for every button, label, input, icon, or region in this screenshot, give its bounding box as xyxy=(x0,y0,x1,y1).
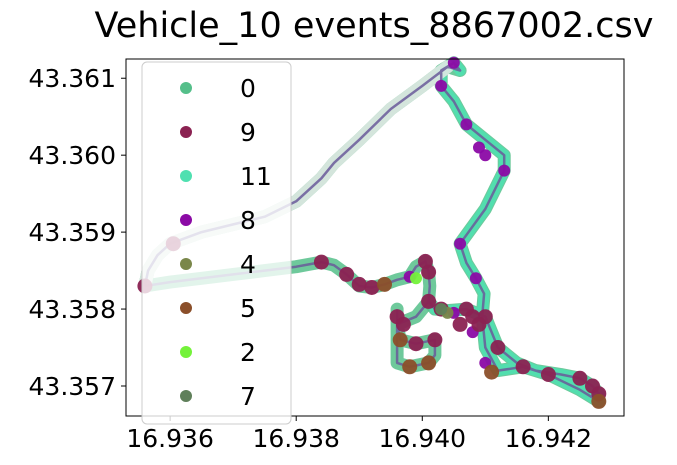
x-tick-label: 16.940 xyxy=(379,424,466,453)
event-point-series-9 xyxy=(453,317,468,332)
event-point-series-8 xyxy=(470,272,482,284)
event-point-series-9 xyxy=(314,255,329,270)
y-axis: 43.357 43.358 43.359 43.360 43.361 xyxy=(29,64,126,401)
legend-marker-7 xyxy=(180,390,192,402)
event-point-series-8 xyxy=(460,118,472,130)
event-point-series-8 xyxy=(473,142,485,154)
event-point-series-9 xyxy=(409,336,424,351)
event-point-series-9 xyxy=(572,371,587,386)
event-point-series-9 xyxy=(427,332,442,347)
legend-label-5: 5 xyxy=(240,294,256,323)
legend-box xyxy=(142,62,291,424)
legend-marker-0 xyxy=(180,82,192,94)
legend-label-11: 11 xyxy=(240,162,272,191)
y-tick-label: 43.360 xyxy=(29,141,116,170)
x-tick-label: 16.942 xyxy=(505,424,592,453)
event-point-series-8 xyxy=(454,238,466,250)
event-point-series-9 xyxy=(352,277,367,292)
legend-label-7: 7 xyxy=(240,382,256,411)
event-point-series-9 xyxy=(516,359,531,374)
legend-marker-4 xyxy=(180,258,192,270)
event-point-series-8 xyxy=(498,165,510,177)
event-point-series-5 xyxy=(402,359,417,374)
event-point-series-9 xyxy=(364,280,379,295)
y-tick-label: 43.357 xyxy=(29,372,116,401)
x-tick-label: 16.936 xyxy=(126,424,213,453)
legend-marker-11 xyxy=(180,170,192,182)
event-point-series-9 xyxy=(396,317,411,332)
legend-marker-9 xyxy=(180,126,192,138)
y-tick-label: 43.359 xyxy=(29,218,116,247)
legend-label-2: 2 xyxy=(240,338,256,367)
chart-title: Vehicle_10 events_8867002.csv xyxy=(95,6,654,46)
legend-label-9: 9 xyxy=(240,118,256,147)
event-point-series-5 xyxy=(393,332,408,347)
event-point-series-9 xyxy=(421,265,436,280)
event-point-series-2 xyxy=(410,272,422,284)
event-point-series-5 xyxy=(377,277,392,292)
event-point-series-5 xyxy=(421,355,436,370)
legend-marker-5 xyxy=(180,302,192,314)
event-point-series-9 xyxy=(541,367,556,382)
event-point-series-5 xyxy=(591,394,606,409)
y-tick-label: 43.358 xyxy=(29,295,116,324)
event-point-series-9 xyxy=(421,294,436,309)
legend-label-4: 4 xyxy=(240,250,256,279)
event-point-series-9 xyxy=(490,340,505,355)
legend-label-8: 8 xyxy=(240,206,256,235)
legend-label-0: 0 xyxy=(240,74,256,103)
event-point-series-9 xyxy=(339,267,354,282)
y-tick-label: 43.361 xyxy=(29,64,116,93)
x-tick-label: 16.938 xyxy=(252,424,339,453)
legend-marker-2 xyxy=(180,346,192,358)
event-point-series-9 xyxy=(472,317,487,332)
legend: 0 9 11 8 4 5 2 7 xyxy=(142,62,291,424)
legend-marker-8 xyxy=(180,214,192,226)
event-point-series-8 xyxy=(435,80,447,92)
event-point-series-5 xyxy=(484,365,499,380)
event-point-series-7 xyxy=(435,303,447,315)
